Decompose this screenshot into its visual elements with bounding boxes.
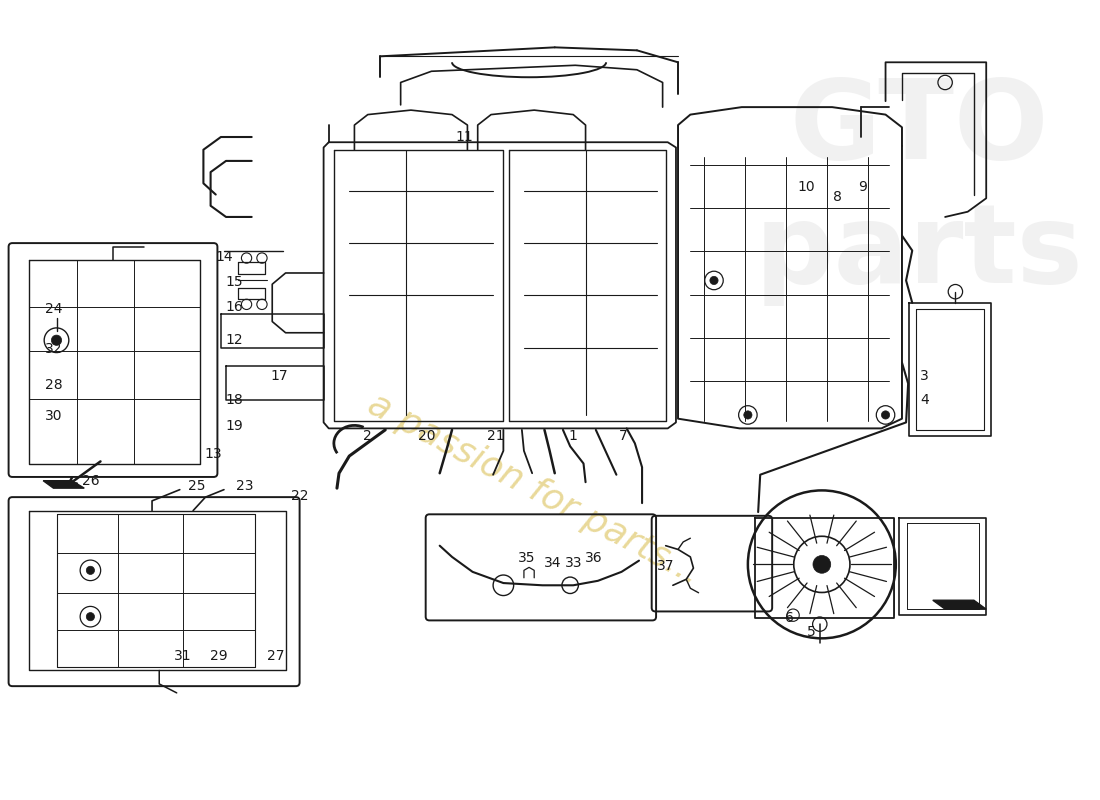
Text: 34: 34 (543, 556, 561, 570)
Circle shape (813, 555, 830, 574)
Text: 16: 16 (226, 300, 243, 314)
Text: 36: 36 (585, 551, 603, 566)
Text: 30: 30 (45, 410, 63, 423)
Text: 19: 19 (226, 419, 243, 433)
Text: a passion for parts...: a passion for parts... (362, 387, 706, 592)
Text: 5: 5 (807, 625, 816, 638)
Text: 14: 14 (216, 250, 233, 263)
Text: 1: 1 (569, 429, 578, 443)
Polygon shape (933, 600, 987, 609)
Text: 8: 8 (833, 190, 842, 204)
Circle shape (710, 276, 718, 285)
Text: 2: 2 (363, 429, 372, 443)
Circle shape (86, 566, 95, 574)
Text: 25: 25 (188, 479, 206, 493)
Text: 22: 22 (292, 489, 309, 502)
Text: 11: 11 (455, 130, 473, 144)
Text: 18: 18 (226, 393, 243, 407)
Circle shape (52, 335, 62, 346)
Text: 13: 13 (205, 446, 222, 461)
Text: 21: 21 (487, 429, 505, 443)
Text: 9: 9 (858, 180, 868, 194)
Text: 20: 20 (418, 429, 436, 443)
Text: 31: 31 (174, 649, 191, 662)
Text: 4: 4 (921, 393, 929, 407)
Text: 12: 12 (226, 334, 243, 347)
Text: 15: 15 (226, 275, 243, 289)
Text: 26: 26 (81, 474, 99, 488)
Text: 28: 28 (45, 378, 63, 392)
Text: 17: 17 (271, 369, 288, 383)
Text: 33: 33 (564, 556, 582, 570)
Text: 32: 32 (45, 342, 63, 356)
Text: 37: 37 (657, 559, 674, 573)
Text: GTO
parts: GTO parts (755, 75, 1084, 306)
Text: 24: 24 (45, 302, 63, 316)
Text: 29: 29 (210, 649, 228, 662)
Circle shape (86, 613, 95, 621)
Polygon shape (43, 481, 85, 488)
Text: 27: 27 (266, 649, 284, 662)
Text: 23: 23 (235, 479, 253, 493)
Text: 7: 7 (619, 429, 628, 443)
Circle shape (744, 411, 752, 419)
Text: 6: 6 (784, 611, 793, 625)
Text: 3: 3 (921, 369, 929, 383)
Text: 10: 10 (798, 180, 815, 194)
Circle shape (881, 411, 890, 419)
Text: 35: 35 (518, 551, 536, 566)
